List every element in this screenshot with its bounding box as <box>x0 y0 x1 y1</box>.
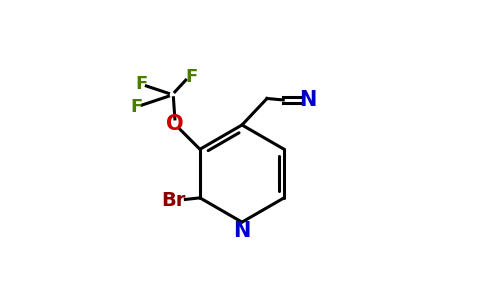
Text: N: N <box>233 221 251 241</box>
Text: F: F <box>135 76 147 94</box>
Text: Br: Br <box>161 191 185 210</box>
Text: F: F <box>185 68 197 86</box>
Text: O: O <box>166 114 184 134</box>
Text: N: N <box>299 90 316 110</box>
Text: F: F <box>131 98 143 116</box>
